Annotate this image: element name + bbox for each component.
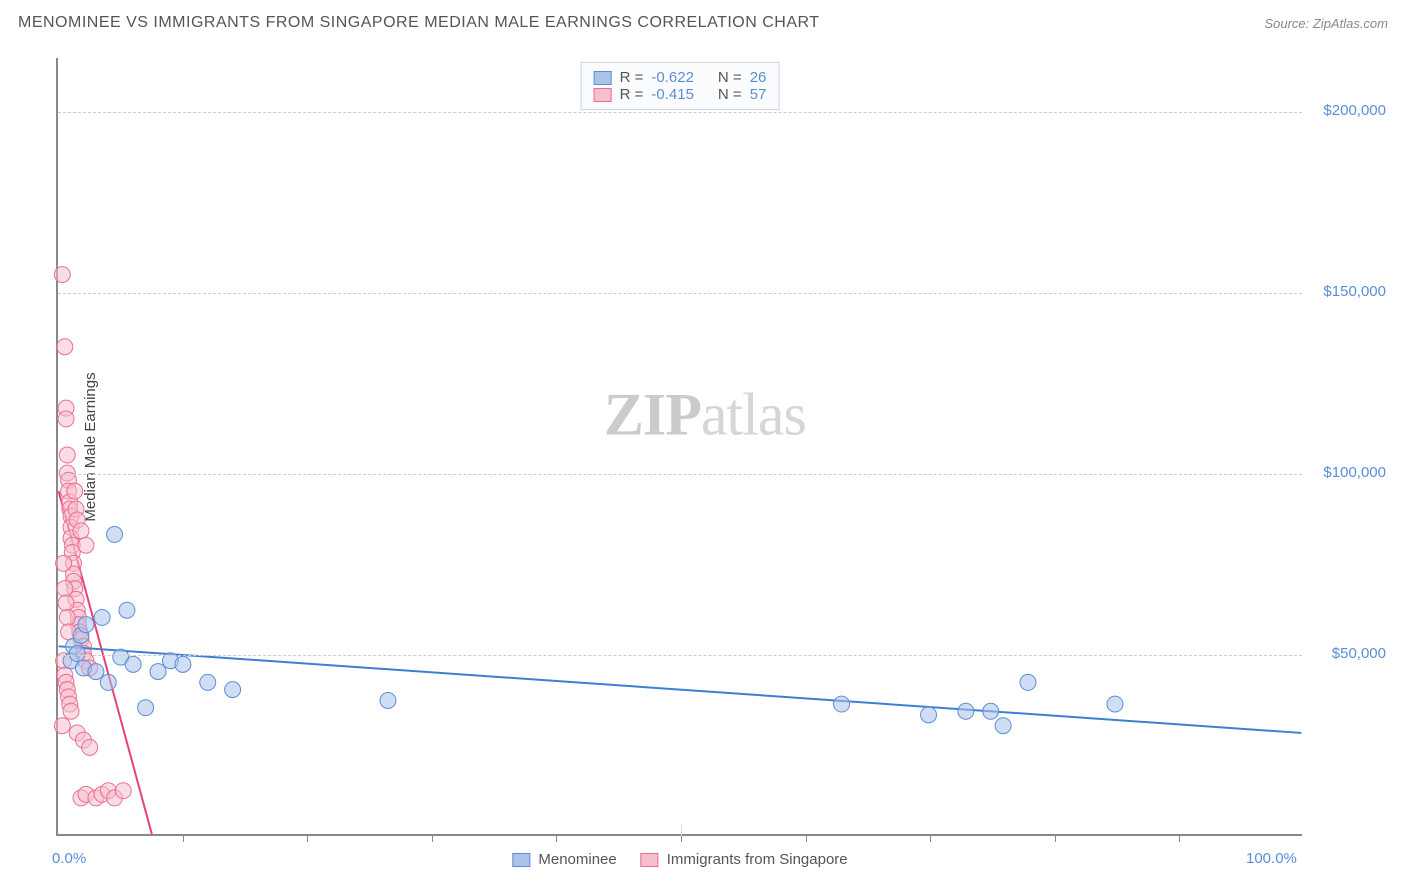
y-tick-label: $150,000 [1306,283,1386,300]
y-tick-label: $50,000 [1306,645,1386,662]
data-point [57,339,73,355]
gridline-h [58,293,1302,294]
data-point [69,646,85,662]
data-point [78,537,94,553]
data-point [73,523,89,539]
data-point [921,707,937,723]
legend-label-0: Menominee [538,851,616,868]
data-point [54,267,70,283]
n-label: N = [718,86,742,103]
data-point [138,700,154,716]
y-tick-label: $100,000 [1306,464,1386,481]
source-attribution: Source: ZipAtlas.com [1264,16,1388,31]
data-point [58,411,74,427]
data-point [1020,674,1036,690]
legend-label-1: Immigrants from Singapore [667,851,848,868]
source-prefix: Source: [1264,16,1312,31]
data-point [54,718,70,734]
data-point [200,674,216,690]
data-point [63,703,79,719]
legend-item-1: Immigrants from Singapore [641,851,848,868]
x-tick [1179,834,1180,842]
gridline-h [58,474,1302,475]
x-tick [307,834,308,842]
data-point [225,682,241,698]
scatter-svg [58,58,1302,834]
legend-row-0: R = -0.622 N = 26 [594,69,767,86]
data-point [983,703,999,719]
data-point [995,718,1011,734]
data-point [56,555,72,571]
data-point [175,656,191,672]
correlation-legend: R = -0.622 N = 26 R = -0.415 N = 57 [581,62,780,110]
data-point [115,783,131,799]
data-point [94,609,110,625]
gridline-h [58,112,1302,113]
data-point [59,609,75,625]
data-point [834,696,850,712]
data-point [119,602,135,618]
x-tick [183,834,184,842]
x-tick [806,834,807,842]
series-legend: Menominee Immigrants from Singapore [512,851,847,868]
x-tick [432,834,433,842]
trend-line [59,646,1302,733]
header: MENOMINEE VS IMMIGRANTS FROM SINGAPORE M… [0,0,1406,40]
data-point [125,656,141,672]
data-point [78,617,94,633]
legend-row-1: R = -0.415 N = 57 [594,86,767,103]
data-point [1107,696,1123,712]
r-label: R = [620,86,644,103]
gridline-h [58,655,1302,656]
n-label: N = [718,69,742,86]
n-value-1: 57 [750,86,767,103]
data-point [380,692,396,708]
data-point [107,526,123,542]
source-name: ZipAtlas.com [1313,16,1388,31]
data-point [88,664,104,680]
data-point [57,581,73,597]
x-tick [930,834,931,842]
data-point [82,739,98,755]
swatch-series-0 [594,71,612,85]
chart-title: MENOMINEE VS IMMIGRANTS FROM SINGAPORE M… [18,14,820,32]
swatch-series-1 [594,88,612,102]
plot-region: ZIPatlas R = -0.622 N = 26 R = -0.415 N … [56,58,1302,836]
data-point [100,674,116,690]
data-point [67,483,83,499]
y-tick-label: $200,000 [1306,102,1386,119]
x-tick-label: 100.0% [1246,850,1297,867]
x-tick [1055,834,1056,842]
chart-area: Median Male Earnings ZIPatlas R = -0.622… [56,58,1384,836]
x-tick-label: 0.0% [52,850,86,867]
r-value-0: -0.622 [651,69,694,86]
x-tick [556,834,557,842]
data-point [58,595,74,611]
r-label: R = [620,69,644,86]
n-value-0: 26 [750,69,767,86]
swatch-bottom-0 [512,853,530,867]
data-point [59,447,75,463]
data-point [958,703,974,719]
swatch-bottom-1 [641,853,659,867]
data-point [150,664,166,680]
legend-item-0: Menominee [512,851,616,868]
r-value-1: -0.415 [651,86,694,103]
